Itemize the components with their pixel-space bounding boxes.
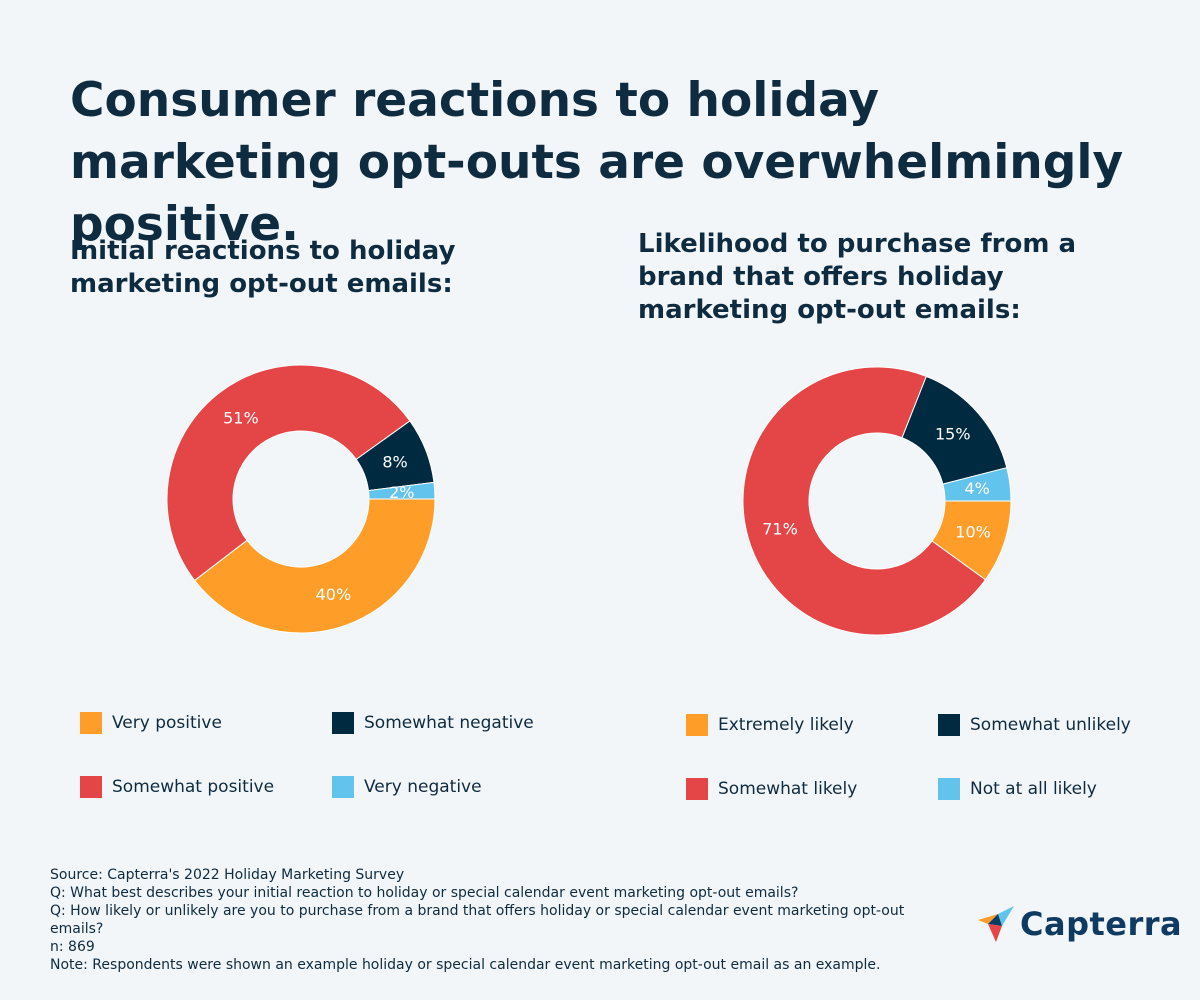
legend-label: Not at all likely [970,779,1097,799]
capterra-arrow-icon [978,906,1014,942]
data-label-extremely-likely: 10% [955,523,991,542]
legend-somewhat-positive: Somewhat positive [80,776,274,798]
footnote-question-1: Q: What best describes your initial reac… [50,885,799,901]
legend-label: Extremely likely [718,715,854,735]
data-label-somewhat-likely: 71% [762,520,798,539]
legend-swatch [80,776,102,798]
legend-somewhat-likely: Somewhat likely [686,778,857,800]
legend-label: Somewhat negative [364,713,534,733]
data-label-somewhat-unlikely: 15% [935,425,971,444]
legend-very-negative: Very negative [332,776,482,798]
donut-slice-very-positive [193,498,436,634]
donut-slice-not-at-all-likely [942,467,1012,502]
data-label-not-at-all-likely: 4% [965,479,990,498]
legend-label: Somewhat unlikely [970,715,1131,735]
page-title: Consumer reactions to holiday marketing … [70,73,1124,252]
legend-not-at-all-likely: Not at all likely [938,778,1097,800]
donut-slice-very-negative [367,481,436,500]
footnote-sample-size: n: 869 [50,939,95,955]
footnote-note: Note: Respondents were shown an example … [50,957,881,973]
data-label-somewhat-negative: 8% [382,453,407,472]
data-label-very-positive: 40% [316,585,352,604]
legend-label: Very positive [112,713,222,733]
footnote-question-2: Q: How likely or unlikely are you to pur… [50,903,905,937]
legend-label: Somewhat positive [112,777,275,797]
legend-swatch [80,712,102,734]
data-label-somewhat-positive: 51% [223,408,259,427]
purchase-likelihood-donut-chart: 10% 71% 15% 4% [742,366,1012,636]
legend-swatch [332,712,354,734]
legend-somewhat-unlikely: Somewhat unlikely [938,714,1131,736]
chart-title-initial-reactions: Initial reactions to holiday marketing o… [70,236,456,299]
legend-swatch [686,778,708,800]
footnotes: Source: Capterra's 2022 Holiday Marketin… [50,866,940,974]
chart-title-purchase-likelihood: Likelihood to purchase from a brand that… [638,229,1077,325]
legend-very-positive: Very positive [80,712,222,734]
legend-swatch [686,714,708,736]
data-label-very-negative: 2% [389,483,414,502]
donut-slice-somewhat-likely [742,366,987,636]
legend-extremely-likely: Extremely likely [686,714,854,736]
legend-swatch [938,714,960,736]
footnote-source: Source: Capterra's 2022 Holiday Marketin… [50,867,405,883]
legend-somewhat-negative: Somewhat negative [332,712,534,734]
legend-label: Very negative [364,777,482,797]
initial-reactions-donut-chart: 40% 51% 8% 2% [166,364,436,634]
donut-slice-somewhat-positive [166,364,411,582]
legend-swatch [332,776,354,798]
capterra-wordmark: Capterra [1020,905,1183,943]
capterra-logo: Capterra [976,904,1182,944]
legend-swatch [938,778,960,800]
legend-label: Somewhat likely [718,779,858,799]
